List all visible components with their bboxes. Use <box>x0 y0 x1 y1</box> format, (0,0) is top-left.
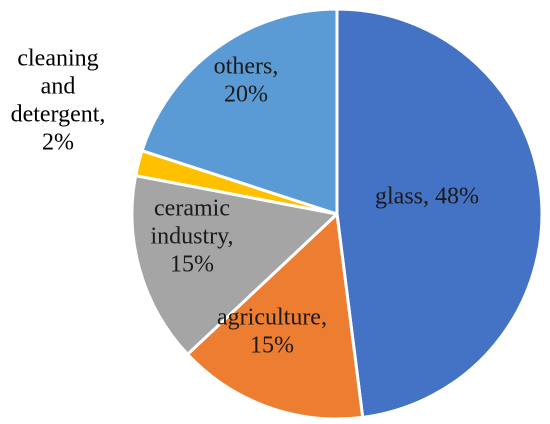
slice-label-line: 20% <box>224 82 268 108</box>
slice-label-line: and <box>41 74 76 100</box>
pie-slice-glass <box>335 7 544 419</box>
slice-label-line: others, <box>214 54 279 80</box>
slice-label-ceramic-industry: ceramic industry, 15% <box>150 196 233 278</box>
pie-slice-others <box>140 7 339 216</box>
pie-slice-ceramic-industry <box>130 174 339 356</box>
slice-label-line: cleaning <box>17 46 98 72</box>
pie-labels: glass, 48%agriculture, 15%ceramic industry… <box>11 46 479 359</box>
slice-label-others: others, 20% <box>214 54 279 108</box>
slice-label-line: industry, <box>150 224 233 250</box>
pie-slice-agriculture <box>186 212 365 421</box>
slice-label-line: glass, 48% <box>375 184 479 210</box>
slice-label-line: detergent, <box>11 102 106 128</box>
slice-label-line: 2% <box>42 130 74 156</box>
slice-label-line: 15% <box>250 333 294 359</box>
slice-label-agriculture: agriculture, 15% <box>217 305 327 359</box>
slice-label-cleaning-and-detergent: cleaning and detergent, 2% <box>11 46 106 156</box>
slice-label-glass: glass, 48% <box>375 184 479 210</box>
slice-label-line: 15% <box>170 252 214 278</box>
slice-label-line: ceramic <box>154 196 230 222</box>
pie-slices <box>130 7 544 421</box>
slice-label-line: agriculture, <box>217 305 327 331</box>
